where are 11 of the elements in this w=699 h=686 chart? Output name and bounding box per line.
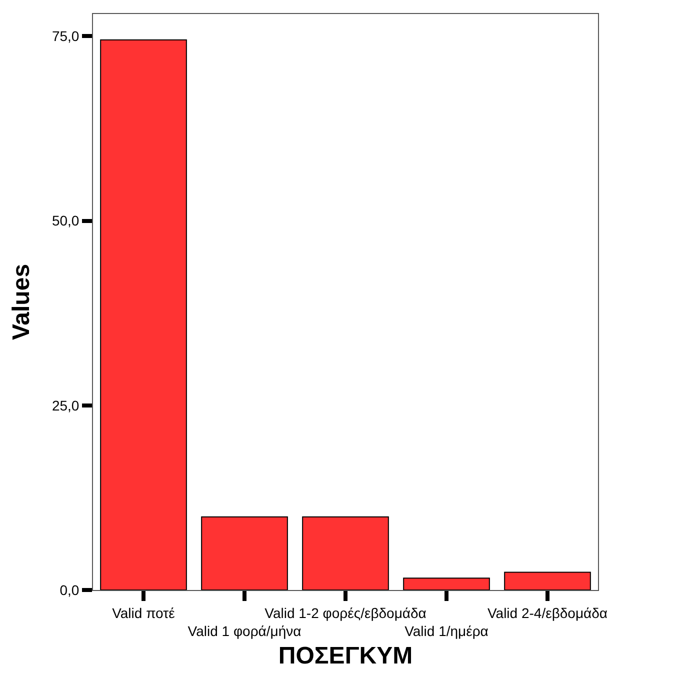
x-tick-label: Valid 2-4/εβδομάδα (487, 604, 608, 621)
x-tick-label: Valid 1 φορά/μήνα (188, 623, 302, 639)
y-axis-title: Values (8, 264, 36, 340)
x-tick-label: Valid 1-2 φορές/εβδομάδα (264, 604, 426, 621)
x-tick-label: Valid 1/ημέρα (404, 623, 488, 639)
x-axis-title: ΠΟΣΕΓΚΥΜ (278, 642, 413, 670)
y-tick-label: 75,0 (52, 28, 80, 44)
y-tick-label: 25,0 (52, 397, 80, 414)
y-tick-label: 0,0 (60, 582, 80, 598)
x-tick-label: Valid ποτέ (112, 604, 175, 621)
y-tick-label: 50,0 (52, 212, 80, 229)
